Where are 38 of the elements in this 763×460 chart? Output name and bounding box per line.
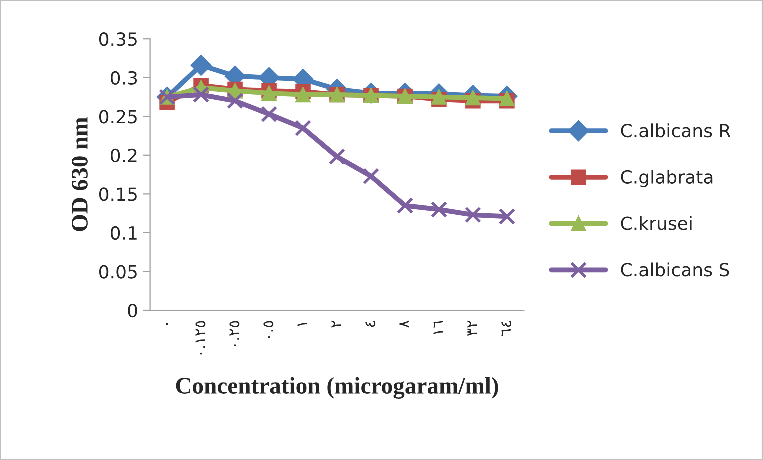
x-axis-title: Concentration (microgaram/ml) (176, 377, 498, 399)
x-tick-label: ٠.١٢٥ (196, 321, 206, 355)
x-tick-label: ٠.٥ (264, 321, 274, 338)
point (498, 208, 516, 226)
x-tick-label: ١ (298, 323, 308, 326)
legend-label: C.albicans S (621, 262, 730, 277)
legend-label: C.albicans R (621, 124, 731, 138)
point (190, 54, 212, 76)
point (296, 87, 311, 103)
x-tick-label: ٠ (166, 324, 168, 326)
point (464, 206, 482, 224)
y-tick-label: 0.05 (99, 265, 137, 279)
y-tick-label: 0.3 (110, 71, 138, 85)
x-tick-label: ٠.٢٥ (230, 321, 240, 346)
x-tick-label: ١٦ (434, 320, 444, 335)
x-tick-label: ٤ (366, 321, 376, 328)
x-tick-label: ٨ (400, 320, 410, 328)
point (430, 201, 448, 218)
point (260, 106, 278, 123)
point (294, 120, 312, 137)
point (226, 92, 244, 110)
point (328, 148, 346, 166)
y-tick-label: 0.35 (99, 32, 137, 46)
legend-label: C.glabrata (621, 170, 713, 188)
y-tick-label: 0.1 (110, 226, 137, 240)
y-tick-label: 0.2 (110, 148, 137, 163)
y-tick-label: 0.15 (99, 188, 137, 202)
point (396, 197, 414, 214)
y-axis-title: OD 630 nm (72, 117, 88, 232)
legend-label: C.krusei (621, 216, 692, 230)
point (192, 86, 210, 104)
point (466, 90, 481, 106)
x-tick-label: ٢ (332, 320, 342, 328)
x-tick-label: ٦٤ (502, 321, 512, 336)
point (362, 168, 380, 185)
x-tick-label: ٣٢ (468, 320, 478, 336)
y-tick-label: 0.25 (99, 110, 137, 124)
y-tick-label: 0 (128, 304, 138, 318)
